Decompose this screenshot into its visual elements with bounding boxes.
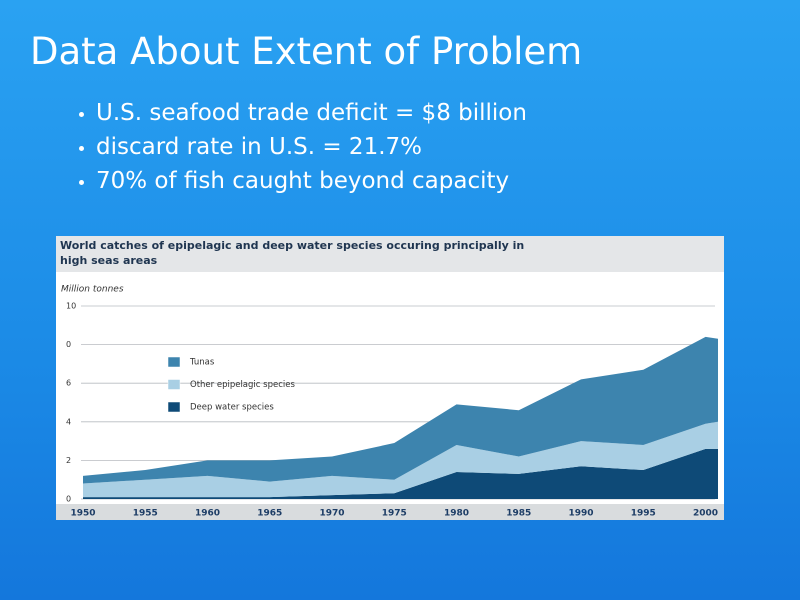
chart-title-band	[56, 236, 724, 272]
chart-title-box: World catches of epipelagic and deep wat…	[60, 239, 525, 267]
bullet-list: U.S. seafood trade deficit = $8 billion …	[70, 96, 527, 198]
legend-swatch	[167, 379, 181, 390]
x-axis-band	[56, 504, 724, 520]
y-tick-label: 4	[66, 417, 71, 426]
y-tick-label: 0	[66, 340, 71, 349]
chart-title: World catches of epipelagic and deep wat…	[60, 239, 525, 267]
slide-title: Data About Extent of Problem	[30, 30, 583, 73]
x-tick-label: 2000	[693, 509, 718, 519]
bullet: U.S. seafood trade deficit = $8 billion	[96, 96, 527, 130]
y-tick-label: 6	[66, 379, 71, 388]
y-tick-label: 2	[66, 456, 71, 465]
x-tick-label: 1975	[382, 509, 407, 519]
x-tick-label: 1990	[569, 509, 594, 519]
legend-swatch	[167, 356, 181, 368]
area	[83, 421, 718, 498]
bullet: 70% of fish caught beyond capacity	[96, 164, 527, 198]
bullet: discard rate in U.S. = 21.7%	[96, 130, 527, 164]
area	[83, 336, 718, 484]
area	[83, 448, 718, 499]
legend-label: Tunas	[189, 358, 215, 368]
legend-label: Deep water species	[190, 403, 274, 413]
y-axis-label: Million tonnes	[61, 285, 124, 295]
x-tick-label: 1965	[257, 509, 282, 519]
x-tick-label: 1970	[319, 509, 344, 519]
y-tick-label: 0	[66, 495, 71, 504]
x-tick-label: 1960	[195, 509, 220, 519]
x-tick-label: 1995	[631, 509, 656, 519]
y-tick-label: 10	[66, 302, 76, 311]
x-tick-label: 1980	[444, 509, 469, 519]
x-tick-label: 1955	[133, 509, 158, 519]
legend-label: Other epipelagic species	[190, 380, 295, 390]
x-tick-label: 1985	[506, 509, 531, 519]
legend-swatch	[167, 401, 181, 413]
x-tick-label: 1950	[70, 509, 95, 519]
